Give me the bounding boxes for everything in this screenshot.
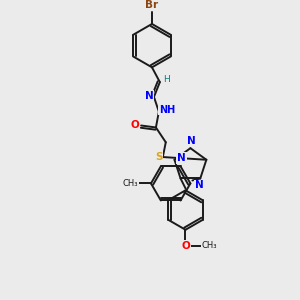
- Text: N: N: [145, 91, 153, 101]
- Text: CH₃: CH₃: [122, 179, 138, 188]
- Text: N: N: [177, 153, 186, 163]
- Text: Br: Br: [146, 0, 158, 10]
- Text: H: H: [164, 75, 170, 84]
- Text: CH₃: CH₃: [201, 241, 217, 250]
- Text: O: O: [131, 121, 140, 130]
- Text: O: O: [181, 241, 190, 250]
- Text: N: N: [187, 136, 196, 146]
- Text: S: S: [155, 152, 163, 162]
- Text: NH: NH: [159, 105, 175, 115]
- Text: N: N: [195, 180, 204, 190]
